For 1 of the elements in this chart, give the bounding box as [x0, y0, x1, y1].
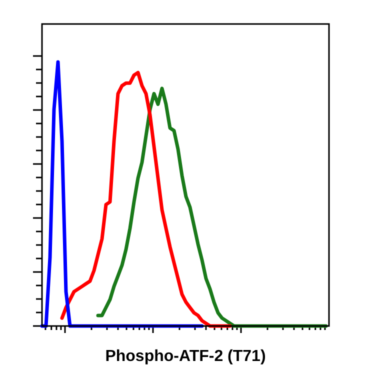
x-axis-title: Phospho-ATF-2 (T71): [105, 348, 266, 365]
